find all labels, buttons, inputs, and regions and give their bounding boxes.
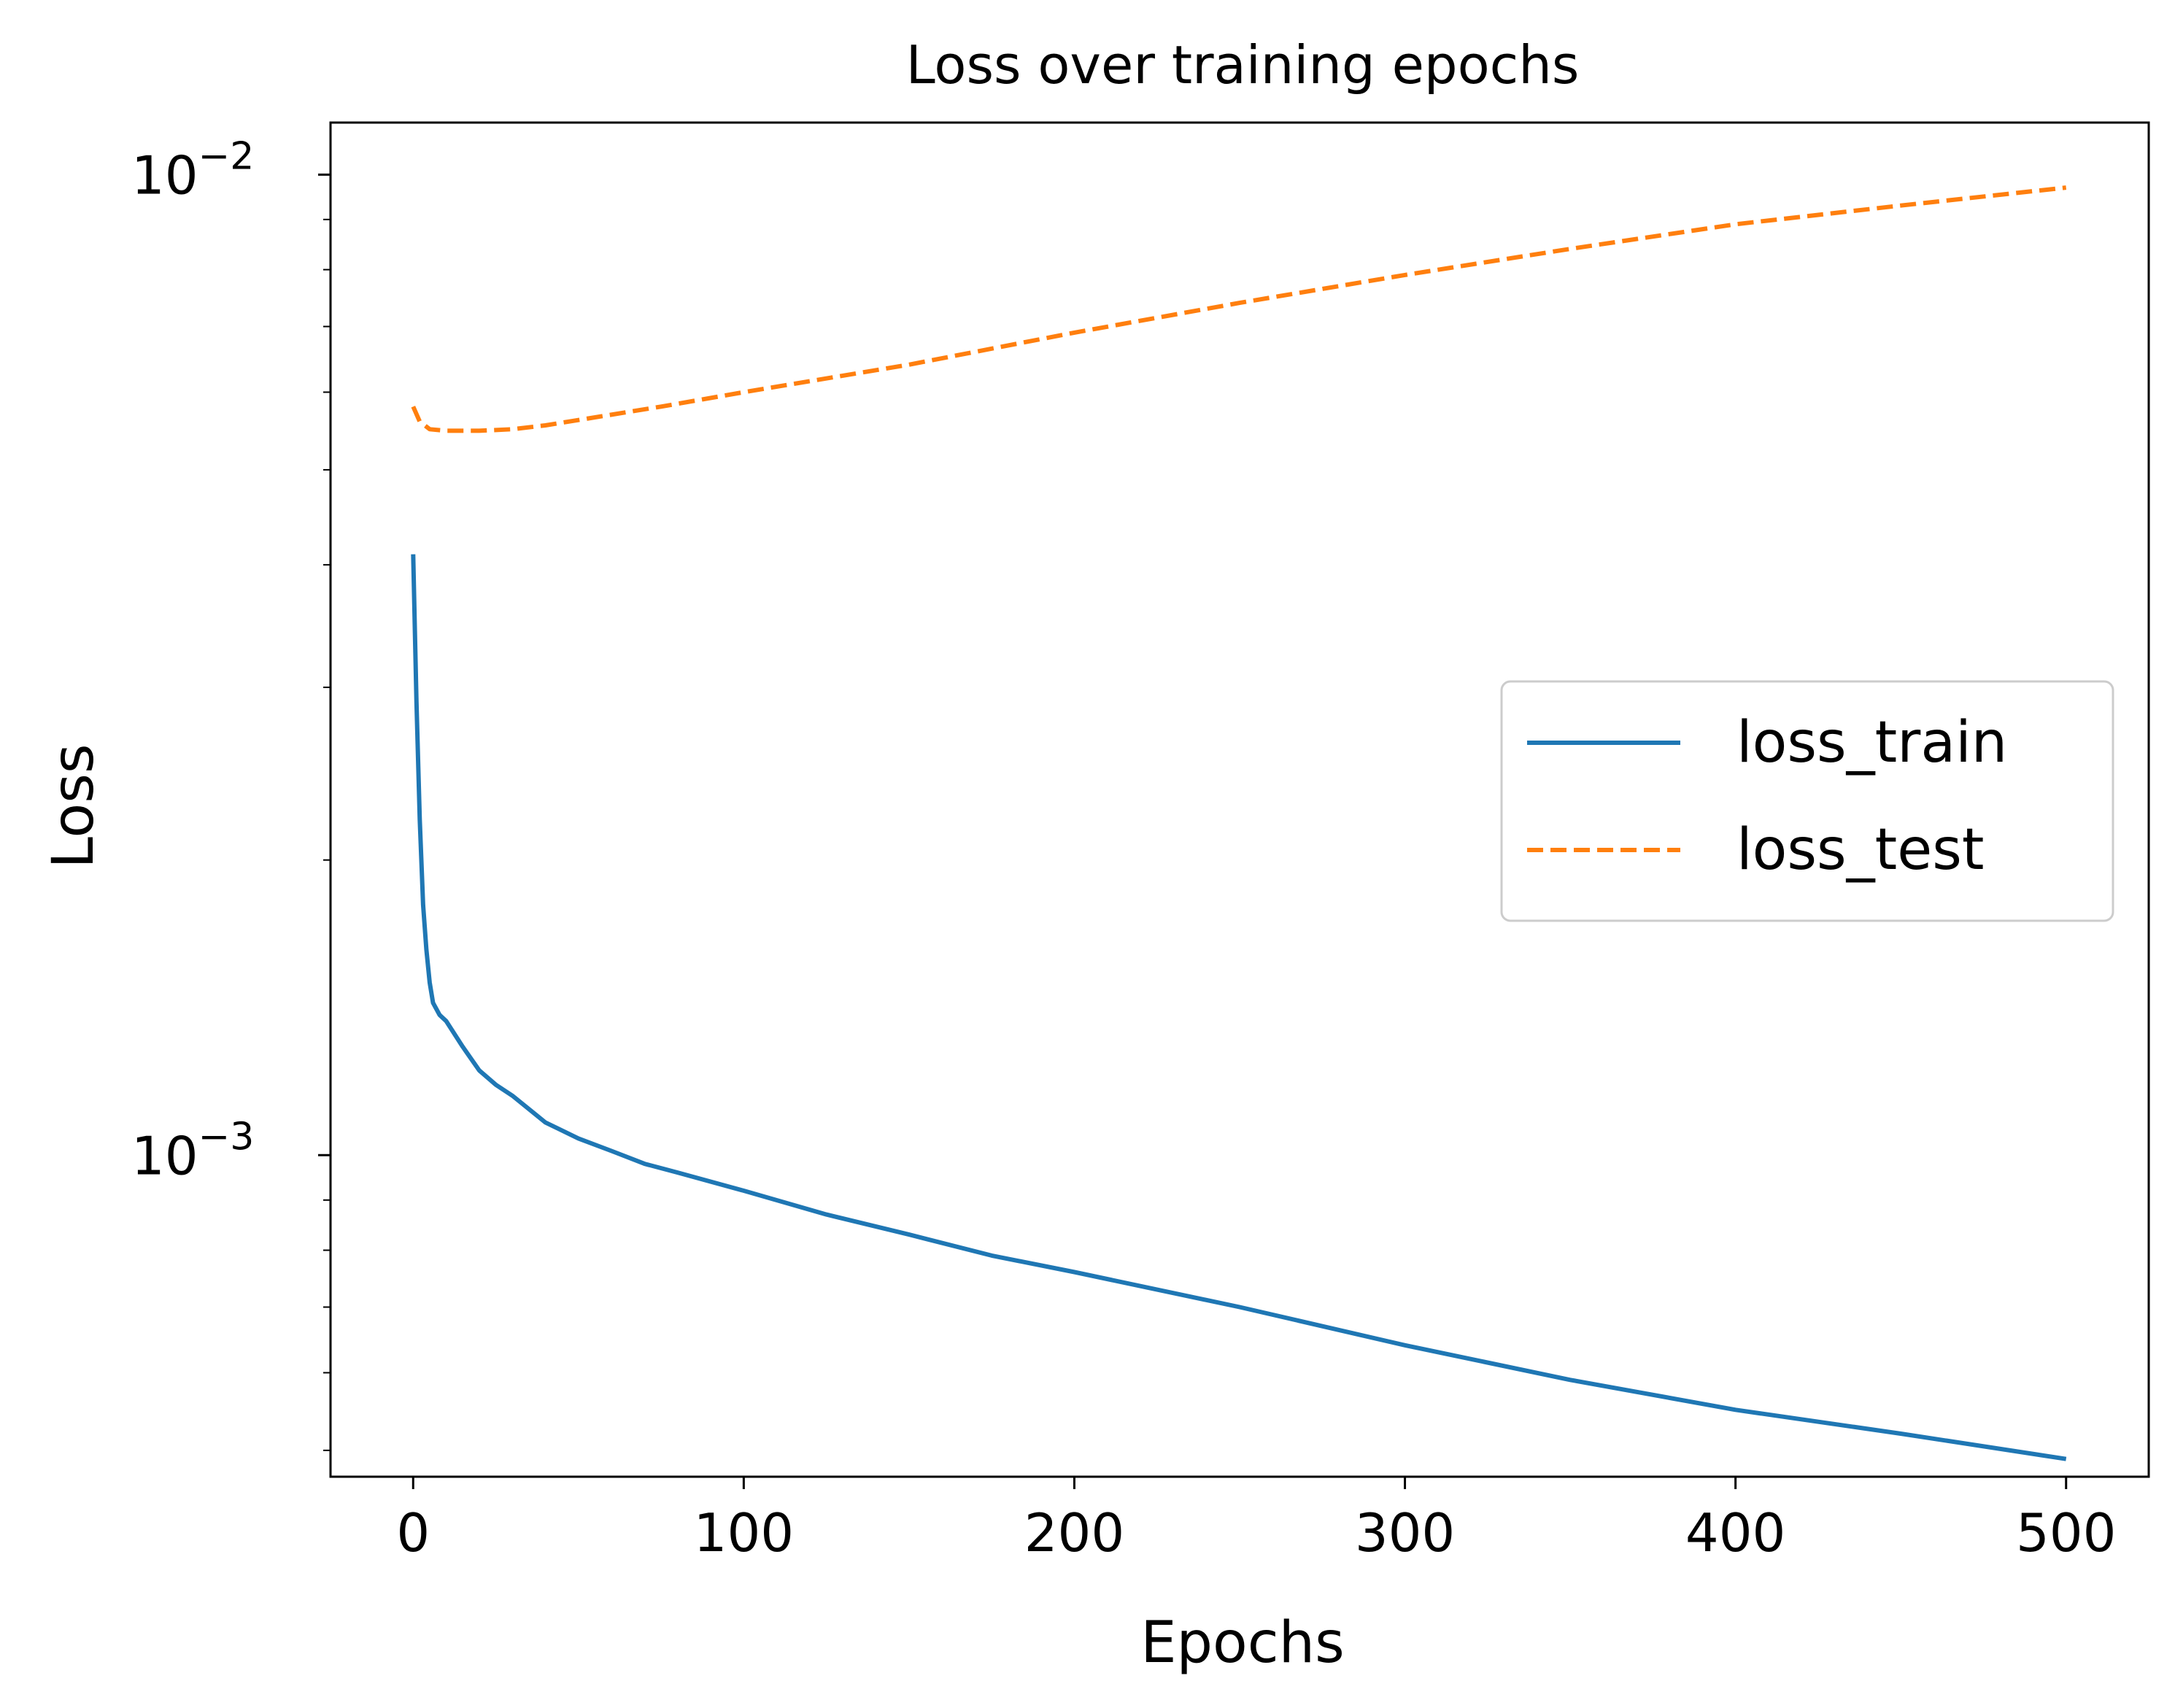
y-tick-label: 10−2	[131, 134, 254, 206]
x-tick-label: 300	[1355, 1502, 1455, 1564]
legend: loss_train loss_test	[1500, 680, 2114, 922]
x-tick-label: 400	[1685, 1502, 1785, 1564]
x-tick-label: 200	[1024, 1502, 1124, 1564]
series-line-loss-test	[411, 185, 2067, 433]
y-axis-label: Loss	[41, 743, 107, 868]
x-axis-label: Epochs	[1140, 1610, 1344, 1676]
x-tick-label: 100	[694, 1502, 794, 1564]
chart-title: Loss over training epochs	[906, 34, 1580, 96]
plot-frame	[329, 121, 2150, 1478]
legend-label: loss_train	[1736, 710, 2007, 776]
legend-label: loss_test	[1736, 817, 1984, 883]
x-tick-label: 500	[2016, 1502, 2116, 1564]
x-tick-label: 0	[396, 1502, 430, 1564]
y-tick-label: 10−3	[131, 1115, 254, 1186]
series-line-loss-train	[411, 554, 2067, 1461]
